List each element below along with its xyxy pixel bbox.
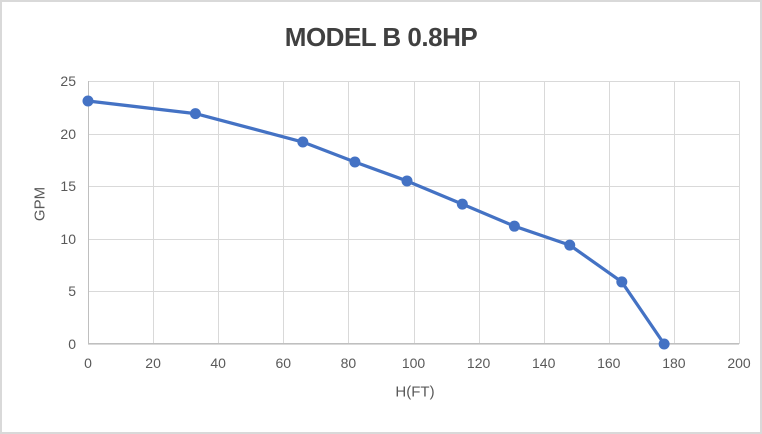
- plot-area: [82, 81, 740, 350]
- x-axis-title: H(FT): [395, 383, 435, 401]
- y-tick-label: 0: [68, 336, 76, 352]
- y-tick-label: 20: [60, 125, 76, 142]
- y-tick-label: 25: [60, 73, 76, 89]
- data-point-marker: [401, 175, 413, 187]
- x-tick-label: 180: [662, 355, 686, 371]
- data-point-marker: [82, 95, 94, 107]
- x-tick-label: 20: [145, 355, 161, 371]
- x-tick-label: 160: [597, 355, 621, 371]
- x-tick-label: 0: [84, 355, 92, 371]
- x-tick-label: 40: [210, 355, 226, 371]
- x-tick-label: 80: [340, 355, 357, 371]
- data-point-marker: [564, 239, 576, 251]
- x-tick-label: 100: [401, 355, 426, 371]
- data-point-marker: [658, 338, 670, 350]
- y-tick-label: 5: [68, 283, 76, 300]
- data-point-marker: [508, 220, 520, 232]
- data-point-marker: [349, 156, 361, 168]
- data-point-marker: [616, 276, 628, 288]
- y-tick-label: 15: [60, 178, 76, 195]
- x-tick-label: 120: [466, 355, 491, 371]
- data-point-marker: [297, 136, 309, 148]
- x-tick-label: 140: [532, 355, 556, 371]
- y-tick-label: 10: [60, 230, 76, 247]
- series-line: [86, 99, 666, 346]
- data-point-marker: [189, 108, 201, 120]
- chart-title: MODEL B 0.8HP: [284, 22, 478, 52]
- x-tick-label: 200: [727, 355, 751, 371]
- data-point-marker: [456, 198, 468, 210]
- x-tick-label: 60: [275, 355, 292, 371]
